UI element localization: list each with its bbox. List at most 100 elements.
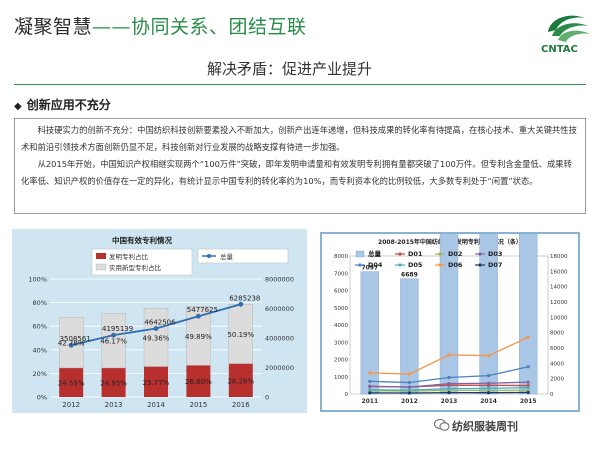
legend-marker-d01 bbox=[398, 252, 402, 256]
left-axis-tick: 40% bbox=[33, 346, 47, 354]
bar-invention bbox=[101, 367, 126, 397]
bar-total bbox=[479, 198, 498, 395]
legend-box-total bbox=[197, 248, 289, 264]
series-point-d04 bbox=[407, 380, 411, 385]
title-dash: —— bbox=[92, 16, 132, 38]
legend-label: D05 bbox=[408, 261, 423, 269]
legend-label-invention: 发明专利占比 bbox=[109, 252, 149, 261]
x-tick-label: 2012 bbox=[62, 401, 80, 409]
series-point-d07 bbox=[526, 390, 530, 395]
text-box: 科技硬实力的创新不充分：中国纺织科技创新要素投入不断加大，创新产出连年递增，但科… bbox=[14, 118, 586, 214]
data-label-total: 4642506 bbox=[144, 319, 176, 327]
series-point-d04 bbox=[368, 379, 372, 383]
data-label-invention: 25.77% bbox=[143, 379, 170, 387]
paragraph-2: 从2015年开始，中国知识产权相继实现两个“100万件”突破，即年发明申请量和有… bbox=[21, 159, 572, 186]
logo-text: CNTAC bbox=[541, 44, 578, 55]
subtitle: 解决矛盾：促进产业提升 bbox=[207, 60, 373, 78]
x-tick-label: 2014 bbox=[480, 398, 497, 405]
series-point-d04 bbox=[487, 374, 491, 378]
right-axis-tick: 10000 bbox=[550, 315, 568, 321]
data-label-total: 3508561 bbox=[60, 335, 91, 343]
x-tick-label: 2013 bbox=[441, 398, 458, 405]
legend-label: D07 bbox=[488, 261, 502, 269]
legend-label: D06 bbox=[448, 261, 463, 269]
left-axis-tick: 100% bbox=[28, 276, 47, 284]
bar-total bbox=[439, 196, 459, 395]
legend-swatch-utility bbox=[95, 263, 107, 271]
chart-panel-left: 中国有效专利情况 0% 20% 40% 60% 80% 100% 0 2000000 4000… bbox=[12, 229, 307, 413]
series-point-d03 bbox=[487, 381, 491, 385]
series-point-d03 bbox=[407, 385, 411, 389]
left-axis-tick: 8000 bbox=[334, 254, 348, 260]
divider bbox=[14, 84, 586, 85]
series-point-d06 bbox=[407, 372, 411, 376]
right-axis-tick: 2000000 bbox=[265, 364, 294, 372]
left-axis-tick: 4000 bbox=[334, 323, 348, 329]
left-axis-tick: 80% bbox=[33, 299, 47, 307]
legend-marker-d04 bbox=[358, 263, 362, 267]
legend-marker-d02 bbox=[438, 252, 442, 256]
legend-marker-d07 bbox=[478, 263, 482, 267]
left-axis-tick: 6000 bbox=[334, 289, 348, 295]
series-point-d07 bbox=[407, 391, 411, 395]
series-point-d03 bbox=[368, 384, 372, 388]
total-point bbox=[238, 301, 244, 307]
total-point bbox=[153, 326, 159, 331]
data-label-utility: 49.89% bbox=[185, 333, 212, 341]
title-main: 凝聚智慧 bbox=[14, 16, 93, 38]
series-point-d06 bbox=[447, 353, 451, 357]
left-axis-tick: 7000 bbox=[334, 271, 348, 277]
total-point bbox=[68, 342, 74, 348]
wechat-icon bbox=[434, 419, 450, 431]
bar-total bbox=[400, 278, 419, 395]
data-label-total: 6689 bbox=[401, 272, 418, 279]
series-point-d07 bbox=[447, 391, 451, 395]
series-point-d05 bbox=[487, 386, 491, 391]
bar-total bbox=[360, 271, 379, 395]
bar-invention bbox=[144, 366, 168, 397]
legend-label: D02 bbox=[448, 250, 462, 258]
total-point bbox=[111, 332, 116, 338]
right-axis-tick: 6000000 bbox=[265, 305, 294, 313]
chart-title: 中国有效专利情况 bbox=[112, 235, 172, 245]
left-axis-tick: 20% bbox=[33, 370, 47, 378]
bar-invention bbox=[228, 363, 253, 397]
data-label-invention: 24.95% bbox=[100, 379, 127, 387]
patent-chart: 中国有效专利情况 0% 20% 40% 60% 80% 100% 0 2000000 4000… bbox=[28, 235, 294, 409]
bar-utility bbox=[101, 313, 126, 369]
watermark: 纺织服装周刊 bbox=[452, 420, 518, 433]
right-axis-tick: 0 bbox=[550, 392, 554, 398]
series-point-d06 bbox=[487, 354, 491, 358]
right-axis-tick: 14000 bbox=[550, 285, 568, 291]
data-label-total: 5477625 bbox=[187, 306, 218, 314]
right-axis-tick: 16000 bbox=[550, 269, 568, 275]
left-axis-tick: 2000 bbox=[334, 358, 348, 364]
x-tick-label: 2015 bbox=[520, 398, 537, 405]
legend-label-utility: 实用新型专利占比 bbox=[109, 263, 162, 272]
x-tick-label: 2014 bbox=[147, 401, 165, 409]
textile-patent-chart: 2008-2015年中国纺织工业发明专利申请情况（条） 010002000300… bbox=[334, 111, 568, 405]
data-label-utility: 46.17% bbox=[100, 338, 127, 346]
legend-swatch-total bbox=[355, 250, 365, 258]
bar-total bbox=[518, 117, 538, 395]
right-axis-tick: 8000 bbox=[550, 331, 564, 337]
x-tick-label: 2016 bbox=[232, 401, 250, 409]
series-point-d06 bbox=[526, 335, 530, 339]
diamond-bullet-icon: ◆ bbox=[14, 101, 22, 112]
legend-box bbox=[91, 248, 193, 276]
left-axis-tick: 3000 bbox=[334, 340, 348, 346]
data-label-invention: 26.80% bbox=[185, 378, 212, 386]
paragraph-1: 科技硬实力的创新不充分：中国纺织科技创新要素投入不断加大，创新产出连年递增，但科… bbox=[21, 125, 577, 152]
left-axis-tick: 0 bbox=[345, 392, 349, 398]
section-heading-text: 创新应用不充分 bbox=[26, 98, 111, 112]
legend-label: 总量 bbox=[368, 249, 382, 258]
series-point-d06 bbox=[368, 371, 372, 375]
x-tick-label: 2015 bbox=[189, 401, 207, 409]
data-label-total: 4195139 bbox=[102, 325, 133, 333]
data-label-total: 6285238 bbox=[229, 294, 260, 302]
x-tick-label: 2011 bbox=[361, 398, 378, 405]
series-point-d03 bbox=[526, 380, 530, 384]
legend-marker-d03 bbox=[478, 252, 482, 256]
left-axis-tick: 60% bbox=[33, 323, 47, 331]
right-axis-tick: 18000 bbox=[550, 254, 568, 260]
